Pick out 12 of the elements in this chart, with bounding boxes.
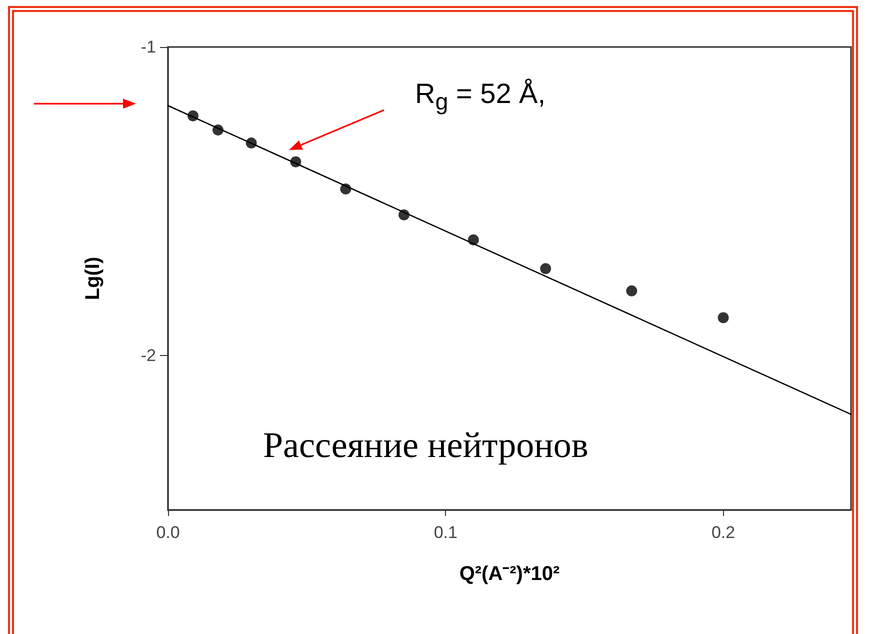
annotation: Рассеяние нейтронов	[263, 424, 588, 466]
point	[626, 285, 638, 296]
y-tick-label: -2	[140, 346, 156, 366]
point	[718, 312, 729, 324]
point	[540, 263, 552, 274]
x-axis-title: Q²(A⁻²)*10²	[459, 563, 560, 585]
annotation: R$_{g}$ = 52 Å,	[415, 78, 546, 116]
x-tick-label: 0.2	[711, 523, 736, 542]
x-tick-label: 0.0	[156, 523, 180, 542]
x-tick-label: 0.1	[434, 523, 458, 542]
y-axis-title: Lg(I)	[82, 256, 104, 300]
y-tick-label: -1	[140, 38, 156, 56]
